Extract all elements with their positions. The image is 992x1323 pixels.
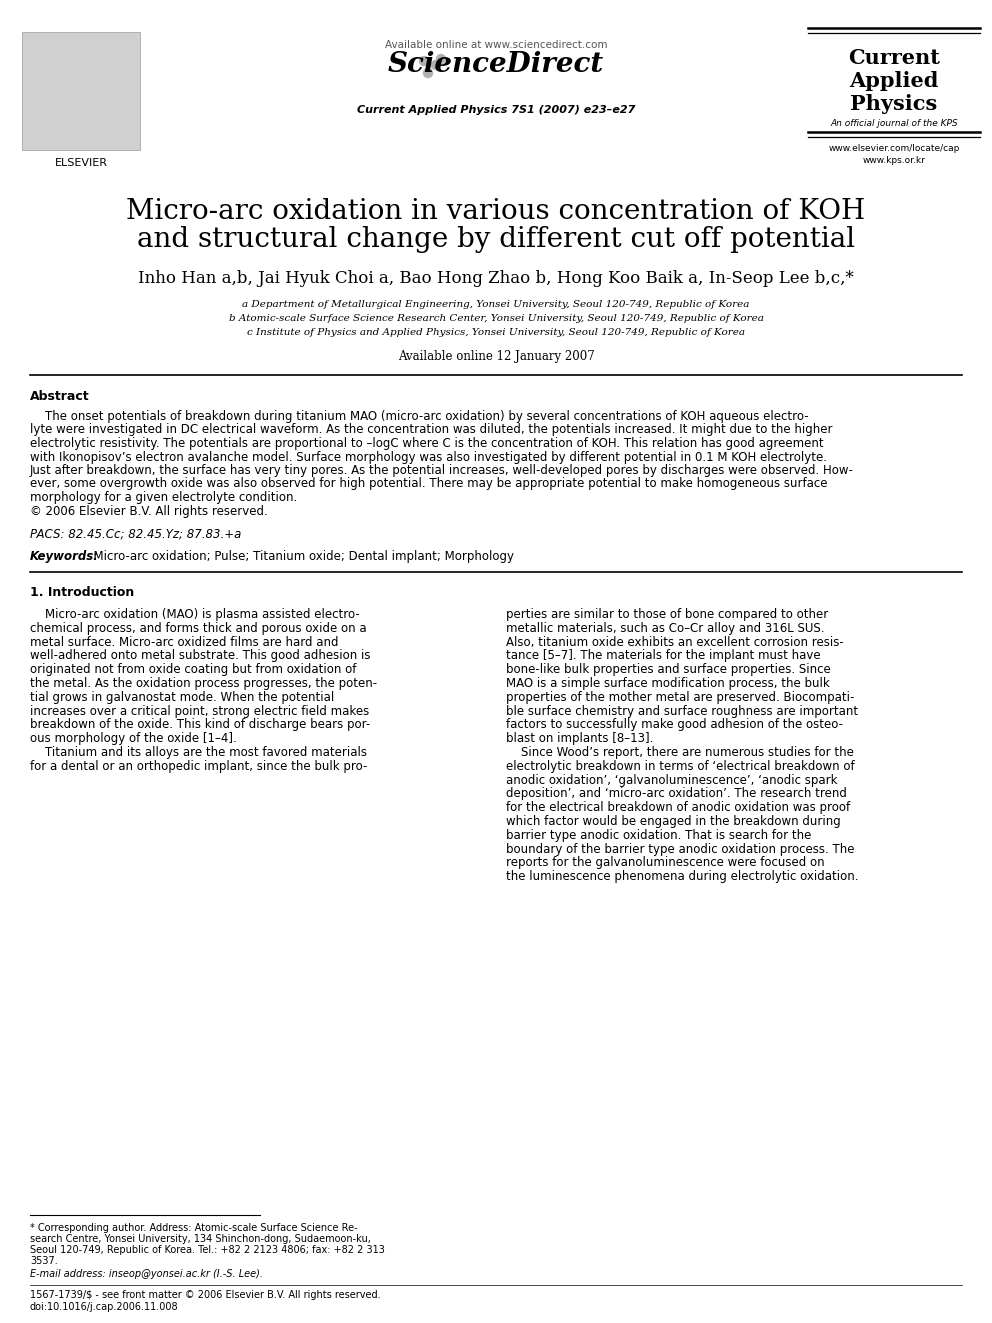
Text: the metal. As the oxidation process progresses, the poten-: the metal. As the oxidation process prog… xyxy=(30,677,377,691)
Text: and structural change by different cut off potential: and structural change by different cut o… xyxy=(137,226,855,253)
Text: electrolytic resistivity. The potentials are proportional to –logC where C is th: electrolytic resistivity. The potentials… xyxy=(30,437,823,450)
Text: Keywords:: Keywords: xyxy=(30,550,99,564)
Text: An official journal of the KPS: An official journal of the KPS xyxy=(830,119,958,128)
Text: tial grows in galvanostat mode. When the potential: tial grows in galvanostat mode. When the… xyxy=(30,691,334,704)
Text: Current: Current xyxy=(848,48,940,67)
Text: deposition’, and ‘micro-arc oxidation’. The research trend: deposition’, and ‘micro-arc oxidation’. … xyxy=(506,787,847,800)
Text: Physics: Physics xyxy=(850,94,937,114)
Text: search Centre, Yonsei University, 134 Shinchon-dong, Sudaemoon-ku,: search Centre, Yonsei University, 134 Sh… xyxy=(30,1234,371,1244)
Text: metal surface. Micro-arc oxidized films are hard and: metal surface. Micro-arc oxidized films … xyxy=(30,635,338,648)
Circle shape xyxy=(432,61,440,70)
Circle shape xyxy=(424,69,433,78)
Text: Available online at www.sciencedirect.com: Available online at www.sciencedirect.co… xyxy=(385,40,607,50)
Text: breakdown of the oxide. This kind of discharge bears por-: breakdown of the oxide. This kind of dis… xyxy=(30,718,370,732)
Text: Micro-arc oxidation; Pulse; Titanium oxide; Dental implant; Morphology: Micro-arc oxidation; Pulse; Titanium oxi… xyxy=(86,550,514,564)
Text: bone-like bulk properties and surface properties. Since: bone-like bulk properties and surface pr… xyxy=(506,663,830,676)
Text: Current Applied Physics 7S1 (2007) e23–e27: Current Applied Physics 7S1 (2007) e23–e… xyxy=(357,105,635,115)
Text: blast on implants [8–13].: blast on implants [8–13]. xyxy=(506,732,654,745)
Text: Applied: Applied xyxy=(849,71,938,91)
Text: reports for the galvanoluminescence were focused on: reports for the galvanoluminescence were… xyxy=(506,856,824,869)
Text: for a dental or an orthopedic implant, since the bulk pro-: for a dental or an orthopedic implant, s… xyxy=(30,759,367,773)
Text: increases over a critical point, strong electric field makes: increases over a critical point, strong … xyxy=(30,705,369,717)
Text: Micro-arc oxidation (MAO) is plasma assisted electro-: Micro-arc oxidation (MAO) is plasma assi… xyxy=(30,609,360,620)
Text: which factor would be engaged in the breakdown during: which factor would be engaged in the bre… xyxy=(506,815,841,828)
Text: MAO is a simple surface modification process, the bulk: MAO is a simple surface modification pro… xyxy=(506,677,829,691)
Text: PACS: 82.45.Cc; 82.45.Yz; 87.83.+a: PACS: 82.45.Cc; 82.45.Yz; 87.83.+a xyxy=(30,528,241,541)
Text: Available online 12 January 2007: Available online 12 January 2007 xyxy=(398,351,594,363)
Text: well-adhered onto metal substrate. This good adhesion is: well-adhered onto metal substrate. This … xyxy=(30,650,370,663)
Text: for the electrical breakdown of anodic oxidation was proof: for the electrical breakdown of anodic o… xyxy=(506,802,850,814)
Text: Just after breakdown, the surface has very tiny pores. As the potential increase: Just after breakdown, the surface has ve… xyxy=(30,464,854,478)
Text: Inho Han a,b, Jai Hyuk Choi a, Bao Hong Zhao b, Hong Koo Baik a, In-Seop Lee b,c: Inho Han a,b, Jai Hyuk Choi a, Bao Hong … xyxy=(138,270,854,287)
Text: Titanium and its alloys are the most favored materials: Titanium and its alloys are the most fav… xyxy=(30,746,367,759)
Text: lyte were investigated in DC electrical waveform. As the concentration was dilut: lyte were investigated in DC electrical … xyxy=(30,423,832,437)
Text: a Department of Metallurgical Engineering, Yonsei University, Seoul 120-749, Rep: a Department of Metallurgical Engineerin… xyxy=(242,300,750,310)
Text: ScienceDirect: ScienceDirect xyxy=(388,52,604,78)
Text: c Institute of Physics and Applied Physics, Yonsei University, Seoul 120-749, Re: c Institute of Physics and Applied Physi… xyxy=(247,328,745,337)
Text: 1. Introduction: 1. Introduction xyxy=(30,586,134,599)
Text: E-mail address: inseop@yonsei.ac.kr (I.-S. Lee).: E-mail address: inseop@yonsei.ac.kr (I.-… xyxy=(30,1269,263,1279)
Text: anodic oxidation’, ‘galvanoluminescence’, ‘anodic spark: anodic oxidation’, ‘galvanoluminescence’… xyxy=(506,774,837,787)
Text: www.kps.or.kr: www.kps.or.kr xyxy=(863,156,926,165)
FancyBboxPatch shape xyxy=(22,32,140,149)
Text: originated not from oxide coating but from oxidation of: originated not from oxide coating but fr… xyxy=(30,663,356,676)
Text: electrolytic breakdown in terms of ‘electrical breakdown of: electrolytic breakdown in terms of ‘elec… xyxy=(506,759,855,773)
Text: Abstract: Abstract xyxy=(30,390,89,404)
Text: factors to successfully make good adhesion of the osteo-: factors to successfully make good adhesi… xyxy=(506,718,843,732)
Text: properties of the mother metal are preserved. Biocompati-: properties of the mother metal are prese… xyxy=(506,691,854,704)
Text: Seoul 120-749, Republic of Korea. Tel.: +82 2 2123 4806; fax: +82 2 313: Seoul 120-749, Republic of Korea. Tel.: … xyxy=(30,1245,385,1256)
Circle shape xyxy=(420,57,429,66)
Text: 3537.: 3537. xyxy=(30,1256,58,1266)
Text: Since Wood’s report, there are numerous studies for the: Since Wood’s report, there are numerous … xyxy=(506,746,854,759)
Text: * Corresponding author. Address: Atomic-scale Surface Science Re-: * Corresponding author. Address: Atomic-… xyxy=(30,1222,358,1233)
Text: barrier type anodic oxidation. That is search for the: barrier type anodic oxidation. That is s… xyxy=(506,828,811,841)
Text: ous morphology of the oxide [1–4].: ous morphology of the oxide [1–4]. xyxy=(30,732,237,745)
Text: morphology for a given electrolyte condition.: morphology for a given electrolyte condi… xyxy=(30,491,298,504)
Text: boundary of the barrier type anodic oxidation process. The: boundary of the barrier type anodic oxid… xyxy=(506,843,854,856)
Text: Also, titanium oxide exhibits an excellent corrosion resis-: Also, titanium oxide exhibits an excelle… xyxy=(506,635,844,648)
Text: ble surface chemistry and surface roughness are important: ble surface chemistry and surface roughn… xyxy=(506,705,858,717)
Text: perties are similar to those of bone compared to other: perties are similar to those of bone com… xyxy=(506,609,828,620)
Text: The onset potentials of breakdown during titanium MAO (micro-arc oxidation) by s: The onset potentials of breakdown during… xyxy=(30,410,808,423)
Text: 1567-1739/$ - see front matter © 2006 Elsevier B.V. All rights reserved.: 1567-1739/$ - see front matter © 2006 El… xyxy=(30,1290,381,1301)
Text: © 2006 Elsevier B.V. All rights reserved.: © 2006 Elsevier B.V. All rights reserved… xyxy=(30,504,268,517)
Text: b Atomic-scale Surface Science Research Center, Yonsei University, Seoul 120-749: b Atomic-scale Surface Science Research … xyxy=(228,314,764,323)
Text: www.elsevier.com/locate/cap: www.elsevier.com/locate/cap xyxy=(828,144,959,153)
Text: the luminescence phenomena during electrolytic oxidation.: the luminescence phenomena during electr… xyxy=(506,871,858,884)
Text: tance [5–7]. The materials for the implant must have: tance [5–7]. The materials for the impla… xyxy=(506,650,820,663)
Text: ELSEVIER: ELSEVIER xyxy=(55,157,107,168)
Text: with Ikonopisov’s electron avalanche model. Surface morphology was also investig: with Ikonopisov’s electron avalanche mod… xyxy=(30,451,827,463)
Text: metallic materials, such as Co–Cr alloy and 316L SUS.: metallic materials, such as Co–Cr alloy … xyxy=(506,622,824,635)
Text: ever, some overgrowth oxide was also observed for high potential. There may be a: ever, some overgrowth oxide was also obs… xyxy=(30,478,827,491)
Text: chemical process, and forms thick and porous oxide on a: chemical process, and forms thick and po… xyxy=(30,622,367,635)
Circle shape xyxy=(436,54,445,64)
Text: doi:10.1016/j.cap.2006.11.008: doi:10.1016/j.cap.2006.11.008 xyxy=(30,1302,179,1312)
Text: Micro-arc oxidation in various concentration of KOH: Micro-arc oxidation in various concentra… xyxy=(126,198,866,225)
